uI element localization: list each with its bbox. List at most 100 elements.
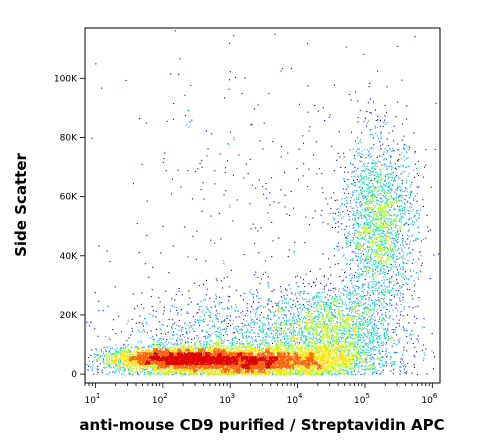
event-dot bbox=[281, 320, 283, 322]
event-dot bbox=[351, 334, 353, 336]
event-dot bbox=[337, 215, 339, 217]
event-dot bbox=[310, 337, 312, 339]
event-dot bbox=[394, 361, 396, 363]
event-dot bbox=[404, 263, 406, 265]
event-dot bbox=[380, 264, 382, 266]
event-dot bbox=[364, 306, 366, 308]
event-dot bbox=[307, 345, 309, 347]
event-dot bbox=[228, 300, 230, 302]
event-dot bbox=[399, 338, 401, 340]
event-dot bbox=[340, 323, 342, 325]
event-dot bbox=[413, 176, 415, 178]
event-dot bbox=[390, 202, 392, 204]
event-dot bbox=[408, 212, 410, 214]
event-dot bbox=[296, 168, 298, 170]
event-dot bbox=[118, 365, 120, 367]
event-dot bbox=[352, 237, 354, 239]
event-dot bbox=[316, 324, 318, 326]
event-dot bbox=[201, 330, 203, 332]
event-dot bbox=[339, 288, 341, 290]
event-dot bbox=[196, 341, 198, 343]
event-dot bbox=[358, 349, 360, 351]
event-dot bbox=[241, 340, 243, 342]
event-dot bbox=[367, 285, 369, 287]
event-dot bbox=[354, 155, 356, 157]
event-dot bbox=[129, 374, 131, 376]
event-dot bbox=[400, 247, 402, 249]
event-dot bbox=[160, 329, 162, 331]
event-dot bbox=[246, 303, 248, 305]
event-dot bbox=[351, 371, 353, 373]
event-dot bbox=[177, 337, 179, 339]
event-dot bbox=[362, 232, 364, 234]
event-dot bbox=[345, 228, 347, 230]
event-dot bbox=[238, 346, 240, 348]
event-dot bbox=[265, 271, 267, 273]
event-dot bbox=[392, 222, 394, 224]
event-dot bbox=[429, 278, 431, 280]
event-dot bbox=[368, 344, 370, 346]
event-dot bbox=[399, 218, 401, 220]
event-dot bbox=[370, 238, 372, 240]
event-dot bbox=[371, 340, 373, 342]
event-dot bbox=[368, 221, 370, 223]
event-dot bbox=[397, 165, 399, 167]
event-dot bbox=[328, 313, 330, 315]
event-dot bbox=[276, 303, 278, 305]
event-dot bbox=[392, 257, 394, 259]
event-dot bbox=[394, 261, 396, 263]
event-dot bbox=[414, 163, 416, 165]
event-dot bbox=[186, 330, 188, 332]
event-dot bbox=[391, 242, 393, 244]
event-dot bbox=[265, 260, 267, 262]
event-dot bbox=[289, 288, 291, 290]
event-dot bbox=[163, 373, 165, 375]
event-dot bbox=[278, 327, 280, 329]
event-dot bbox=[375, 338, 377, 340]
event-dot bbox=[382, 317, 384, 319]
event-dot bbox=[259, 283, 261, 285]
event-dot bbox=[379, 212, 381, 214]
event-dot bbox=[335, 370, 337, 372]
event-dot bbox=[387, 178, 389, 180]
event-dot bbox=[372, 163, 374, 165]
event-dot bbox=[317, 374, 319, 376]
event-dot bbox=[347, 245, 349, 247]
event-dot bbox=[307, 344, 309, 346]
event-dot bbox=[257, 332, 259, 334]
event-dot bbox=[317, 301, 319, 303]
event-dot bbox=[386, 330, 388, 332]
event-dot bbox=[370, 199, 372, 201]
event-dot bbox=[373, 229, 375, 231]
event-dot bbox=[175, 328, 177, 330]
event-dot bbox=[374, 190, 376, 192]
event-dot bbox=[354, 289, 356, 291]
event-dot bbox=[367, 169, 369, 171]
event-dot bbox=[364, 243, 366, 245]
event-dot bbox=[250, 293, 252, 295]
event-dot bbox=[119, 365, 121, 367]
event-dot bbox=[171, 345, 173, 347]
event-dot bbox=[372, 373, 374, 375]
event-dot bbox=[374, 269, 376, 271]
event-dot bbox=[301, 373, 303, 375]
event-dot bbox=[275, 332, 277, 334]
event-dot bbox=[363, 303, 365, 305]
event-dot bbox=[355, 310, 357, 312]
event-dot bbox=[390, 215, 392, 217]
event-dot bbox=[159, 345, 161, 347]
event-dot bbox=[354, 277, 356, 279]
event-dot bbox=[364, 308, 366, 310]
event-dot bbox=[384, 269, 386, 271]
event-dot bbox=[357, 272, 359, 274]
event-dot bbox=[355, 245, 357, 247]
event-dot bbox=[372, 244, 374, 246]
event-dot bbox=[331, 374, 333, 376]
event-dot bbox=[137, 346, 139, 348]
event-dot bbox=[364, 217, 366, 219]
event-dot bbox=[360, 320, 362, 322]
event-dot bbox=[273, 333, 275, 335]
event-dot bbox=[280, 156, 282, 158]
event-dot bbox=[105, 354, 107, 356]
event-dot bbox=[375, 218, 377, 220]
